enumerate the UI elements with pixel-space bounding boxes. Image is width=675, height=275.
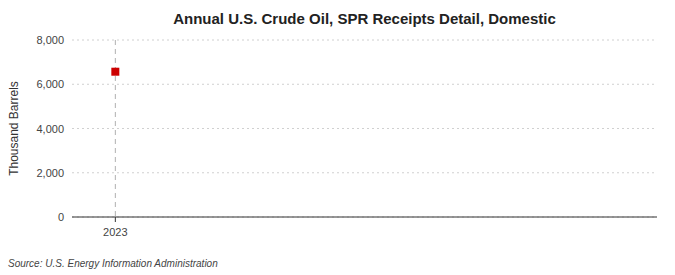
x-axis-line (72, 217, 657, 218)
chart-svg: Annual U.S. Crude Oil, SPR Receipts Deta… (0, 0, 675, 275)
y-tick-label: 4,000 (36, 123, 64, 135)
y-tick-label: 0 (58, 211, 64, 223)
x-tick (115, 217, 116, 222)
x-ticks: 2023 (103, 217, 127, 238)
source-note: Source: U.S. Energy Information Administ… (8, 258, 218, 269)
background (0, 0, 675, 275)
y-tick-label: 8,000 (36, 34, 64, 46)
grid-line (72, 217, 657, 218)
data-point (111, 68, 119, 76)
grid-line (72, 84, 657, 85)
y-ticks: 0 2,000 4,000 6,000 8,000 (36, 34, 64, 223)
chart-title: Annual U.S. Crude Oil, SPR Receipts Deta… (173, 10, 556, 27)
y-tick-label: 2,000 (36, 167, 64, 179)
reference-line (115, 40, 116, 217)
y-axis-label: Thousand Barrels (7, 81, 21, 176)
grid-line (72, 40, 657, 41)
x-tick-label: 2023 (103, 226, 127, 238)
chart-container: Annual U.S. Crude Oil, SPR Receipts Deta… (0, 0, 675, 275)
y-tick-label: 6,000 (36, 78, 64, 90)
marks (111, 40, 119, 217)
y-grid (72, 40, 657, 217)
grid-line (72, 128, 657, 129)
grid-line (72, 172, 657, 173)
